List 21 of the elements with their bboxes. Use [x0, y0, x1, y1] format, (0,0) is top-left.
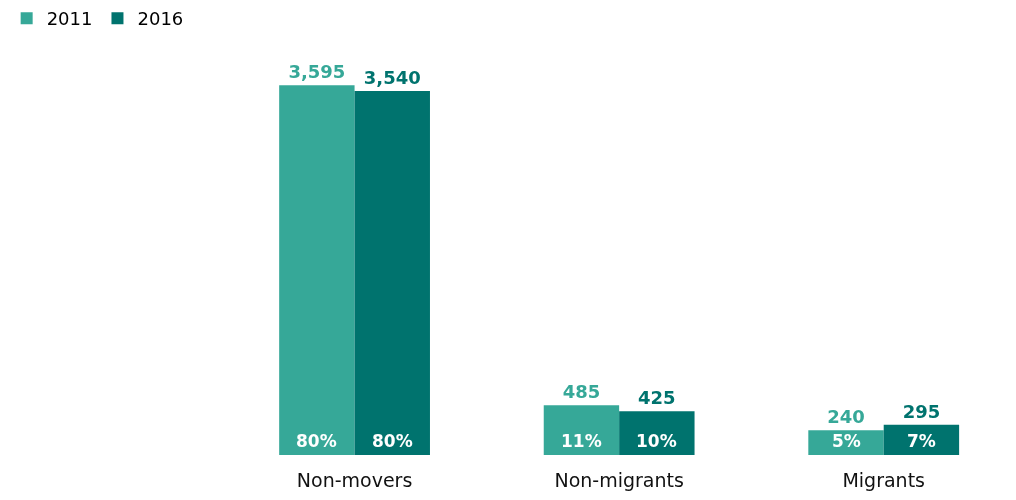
data-label: 295 — [902, 400, 941, 422]
x-tick-label: Non-movers — [296, 469, 413, 491]
data-label: 3,595 — [288, 61, 346, 83]
data-label: 3,540 — [363, 67, 421, 89]
annotation: 80% — [372, 431, 413, 451]
annotation: 80% — [296, 431, 337, 451]
x-tick-label: Non-migrants — [554, 469, 684, 491]
data-label: 240 — [827, 406, 865, 428]
annotation: 5% — [832, 431, 861, 451]
data-label: 425 — [638, 387, 676, 409]
bar — [619, 411, 695, 455]
x-tick-label: Migrants — [842, 469, 925, 491]
data-label: 485 — [562, 381, 601, 403]
bar — [354, 91, 430, 455]
legend-label: 2011 — [46, 8, 93, 30]
bar — [543, 405, 620, 455]
annotation: 11% — [561, 431, 602, 451]
annotation: 10% — [636, 431, 677, 451]
legend-label: 2016 — [137, 8, 184, 30]
annotation: 7% — [907, 431, 936, 451]
bar — [279, 85, 355, 455]
